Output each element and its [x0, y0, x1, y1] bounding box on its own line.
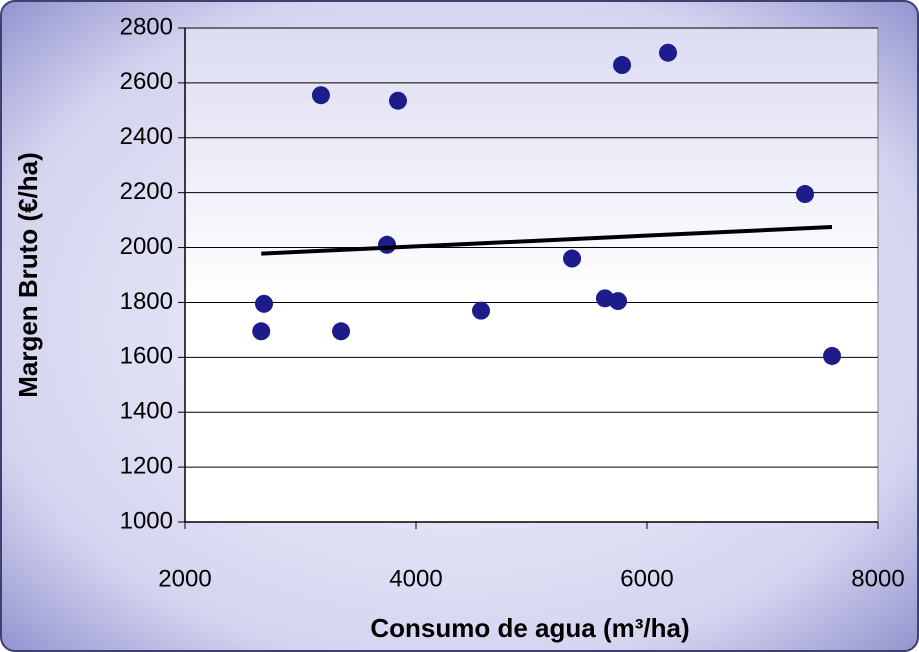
y-tick-label: 1800 [120, 288, 173, 315]
y-axis-title: Margen Bruto (€/ha) [13, 152, 43, 398]
x-tick-label: 4000 [389, 565, 442, 592]
trend-line [261, 224, 833, 256]
y-tick-label: 2800 [120, 13, 173, 40]
point [613, 56, 632, 75]
y-tick-label: 1600 [120, 343, 173, 370]
x-axis-title: Consumo de agua (m³/ha) [370, 613, 689, 643]
y-tick-label: 1400 [120, 398, 173, 425]
point [388, 91, 407, 110]
x-tick-label: 6000 [620, 565, 673, 592]
y-tick-label: 2600 [120, 68, 173, 95]
y-tick-label: 1200 [120, 452, 173, 479]
x-tick-label: 2000 [158, 565, 211, 592]
point [659, 43, 678, 62]
y-tick-label: 2000 [120, 233, 173, 260]
y-tick-label: 1000 [120, 507, 173, 534]
point [796, 185, 815, 204]
y-tick-label: 2400 [120, 123, 173, 150]
x-tick-label: 8000 [851, 565, 904, 592]
y-tick-label: 2200 [120, 178, 173, 205]
point [823, 346, 842, 365]
point [252, 322, 271, 341]
point [311, 86, 330, 105]
point [378, 235, 397, 254]
point [609, 292, 628, 311]
point [472, 301, 491, 320]
plot-area [184, 27, 879, 523]
point [332, 322, 351, 341]
point [563, 249, 582, 268]
point [255, 294, 274, 313]
